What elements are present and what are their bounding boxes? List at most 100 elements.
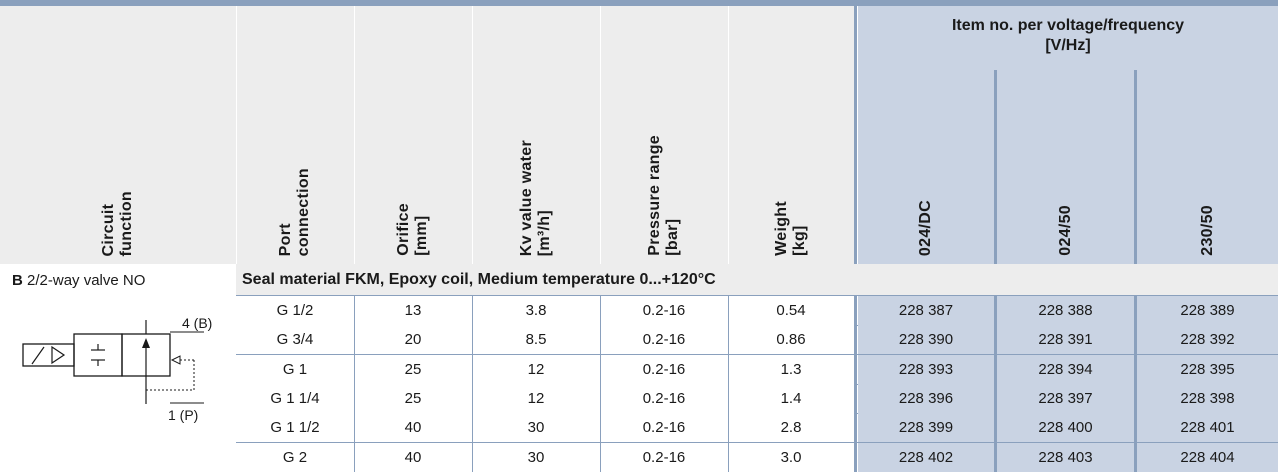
voltage-label: 230/50 — [1198, 205, 1216, 256]
column-header-text: Kv value water [m³/h] — [518, 139, 553, 256]
item-cell-divider — [994, 442, 997, 472]
column-header-text: Pressure range [bar] — [646, 135, 681, 256]
cell-divider — [472, 413, 473, 444]
cell-item-no: 228 398 — [1137, 383, 1278, 413]
cell-orifice: 13 — [354, 296, 472, 325]
section-title-background — [236, 264, 1278, 296]
column-header-text: Weight [kg] — [773, 201, 808, 256]
cell-weight: 3.0 — [728, 442, 854, 472]
cell-port: G 1 — [236, 354, 354, 384]
table-row: G 1 25 12 0.2-16 1.3 228 393 228 394 228 395 — [236, 354, 1278, 385]
cell-item-no: 228 389 — [1137, 296, 1278, 325]
cell-divider — [600, 296, 601, 326]
table-row: G 2 40 30 0.2-16 3.0 228 402 228 403 228 404 — [236, 442, 1278, 472]
cell-orifice: 40 — [354, 413, 472, 443]
cell-item-no: 228 394 — [997, 354, 1134, 384]
cell-divider — [354, 296, 355, 326]
cell-item-no: 228 400 — [997, 413, 1134, 443]
header-divider — [728, 6, 729, 264]
cell-kv: 3.8 — [472, 296, 600, 325]
header-divider — [600, 6, 601, 264]
column-header-circuit-function: Circuit function — [0, 10, 236, 257]
cell-divider — [472, 325, 473, 356]
cell-divider — [728, 413, 729, 444]
valve-type-label: B 2/2-way valve NO — [12, 272, 145, 289]
cell-divider — [600, 354, 601, 385]
item-cell-divider — [994, 325, 997, 356]
cell-divider — [600, 413, 601, 444]
cell-weight: 0.86 — [728, 325, 854, 355]
column-header-text: Orifice [mm] — [395, 203, 430, 256]
cell-divider — [728, 354, 729, 385]
cell-item-no: 228 396 — [858, 383, 994, 413]
voltage-divider — [994, 70, 997, 264]
cell-pressure: 0.2-16 — [600, 442, 728, 472]
cell-kv: 8.5 — [472, 325, 600, 355]
cell-item-no: 228 402 — [858, 442, 994, 472]
item-cell-divider — [994, 296, 997, 326]
cell-weight: 1.4 — [728, 383, 854, 413]
cell-pressure: 0.2-16 — [600, 413, 728, 443]
cell-item-no: 228 395 — [1137, 354, 1278, 384]
item-cell-divider — [1134, 442, 1137, 472]
cell-item-no: 228 390 — [858, 325, 994, 355]
cell-item-no: 228 403 — [997, 442, 1134, 472]
item-cell-divider — [1134, 383, 1137, 414]
valve-type-letter: B — [12, 272, 23, 289]
item-group-header: Item no. per voltage/frequency [V/Hz] — [858, 16, 1278, 56]
cell-item-no: 228 401 — [1137, 413, 1278, 443]
cell-divider — [472, 383, 473, 414]
header-background-blue — [858, 0, 1278, 264]
cell-item-no: 228 399 — [858, 413, 994, 443]
cell-divider — [354, 413, 355, 444]
column-header-voltage: 024/50 — [997, 70, 1134, 256]
cell-item-no: 228 388 — [997, 296, 1134, 325]
item-cell-divider — [994, 354, 997, 385]
valve-symbol-icon: 4 (B) 1 (P) — [22, 315, 212, 423]
cell-orifice: 25 — [354, 383, 472, 413]
cell-divider — [600, 325, 601, 356]
cell-divider — [728, 383, 729, 414]
section-title: Seal material FKM, Epoxy coil, Medium te… — [242, 271, 716, 288]
column-header-kv-value: Kv value water [m³/h] — [472, 10, 600, 256]
cell-port: G 3/4 — [236, 325, 354, 355]
cell-divider — [600, 383, 601, 414]
table-row: G 1 1/4 25 12 0.2-16 1.4 228 396 228 397 228 39… — [236, 383, 1278, 414]
cell-divider — [728, 325, 729, 356]
cell-divider — [354, 383, 355, 414]
header-divider — [472, 6, 473, 264]
cell-weight: 1.3 — [728, 354, 854, 384]
header-background-grey — [0, 0, 854, 264]
cell-port: G 2 — [236, 442, 354, 472]
cell-kv: 30 — [472, 442, 600, 472]
section-row: B 2/2-way valve NO Seal material FKM, Ep… — [0, 264, 1278, 296]
cell-divider — [354, 354, 355, 385]
cell-pressure: 0.2-16 — [600, 325, 728, 355]
cell-kv: 12 — [472, 383, 600, 413]
cell-port: G 1 1/2 — [236, 413, 354, 443]
header-divider — [236, 6, 237, 264]
cell-item-no: 228 393 — [858, 354, 994, 384]
item-group-title: Item no. per voltage/frequency [V/Hz] — [951, 17, 1185, 54]
column-header-weight: Weight [kg] — [728, 10, 854, 256]
cell-divider — [472, 354, 473, 385]
cell-kv: 12 — [472, 354, 600, 384]
column-header-text: Circuit function — [100, 190, 135, 257]
cell-divider — [354, 442, 355, 472]
table-row: G 3/4 20 8.5 0.2-16 0.86 228 390 228 391 228 39… — [236, 325, 1278, 356]
column-header-port-connection: Port connection — [236, 10, 354, 256]
voltage-label: 024/50 — [1056, 205, 1074, 256]
cell-orifice: 20 — [354, 325, 472, 355]
table-row: G 1 1/2 40 30 0.2-16 2.8 228 399 228 400 228 40… — [236, 413, 1278, 444]
cell-item-no: 228 391 — [997, 325, 1134, 355]
item-cell-divider — [1134, 413, 1137, 444]
cell-pressure: 0.2-16 — [600, 296, 728, 325]
item-cell-divider — [1134, 296, 1137, 326]
cell-port: G 1/2 — [236, 296, 354, 325]
item-cell-divider — [994, 383, 997, 414]
cell-weight: 0.54 — [728, 296, 854, 325]
cell-weight: 2.8 — [728, 413, 854, 443]
table-row: G 1/2 13 3.8 0.2-16 0.54 228 387 228 388 228 38… — [236, 296, 1278, 326]
section-rule — [236, 295, 1278, 296]
